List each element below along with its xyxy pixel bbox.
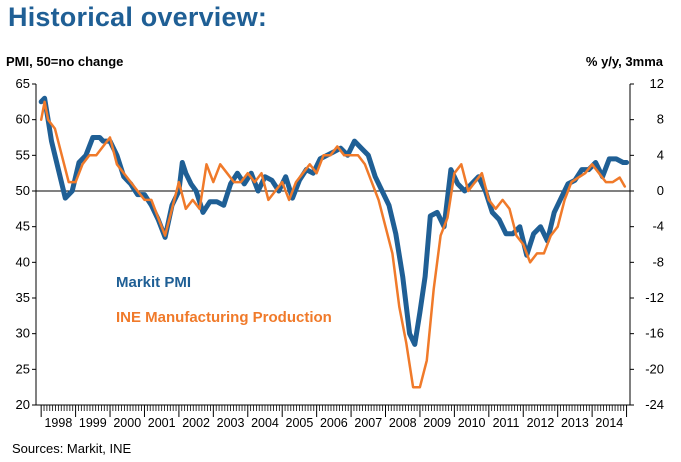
right-tick-label: -4 — [652, 219, 664, 234]
left-tick-label: 50 — [16, 183, 30, 198]
x-tick-label: 2012 — [527, 416, 555, 430]
right-tick-label: -24 — [645, 397, 664, 412]
right-tick-label: 4 — [657, 147, 664, 162]
x-tick-label: 1999 — [79, 416, 107, 430]
series-line-ine-production — [39, 100, 627, 389]
x-tick-label: 2009 — [423, 416, 451, 430]
x-tick-label: 2003 — [217, 416, 245, 430]
left-tick-label: 25 — [16, 361, 30, 376]
legend-ine-production: INE Manufacturing Production — [116, 309, 332, 326]
x-tick-label: 2004 — [251, 416, 279, 430]
right-tick-label: 12 — [650, 76, 664, 91]
left-tick-label: 60 — [16, 112, 30, 127]
x-tick-label: 2001 — [148, 416, 176, 430]
left-tick-label: 40 — [16, 254, 30, 269]
right-axis-label: % y/y, 3mma — [585, 54, 663, 69]
left-tick-label: 45 — [16, 219, 30, 234]
chart-title: Historical overview: — [8, 2, 268, 32]
x-tick-label: 2005 — [286, 416, 314, 430]
x-tick-label: 1998 — [44, 416, 72, 430]
series-line-markit-pmi — [38, 95, 630, 347]
x-tick-label: 2014 — [595, 416, 623, 430]
x-tick-label: 2008 — [389, 416, 417, 430]
x-tick-label: 2013 — [561, 416, 589, 430]
left-tick-label: 35 — [16, 290, 30, 305]
left-axis-label: PMI, 50=no change — [6, 54, 124, 69]
x-tick-label: 2010 — [458, 416, 486, 430]
x-tick-label: 2011 — [493, 416, 520, 430]
right-tick-label: 8 — [657, 112, 664, 127]
chart-series — [38, 95, 630, 389]
left-tick-label: 20 — [16, 397, 30, 412]
right-tick-label: -8 — [652, 254, 664, 269]
right-tick-label: -16 — [645, 326, 664, 341]
chart-legend: Markit PMI INE Manufacturing Production — [116, 274, 332, 326]
left-tick-label: 65 — [16, 76, 30, 91]
x-tick-label: 2002 — [182, 416, 210, 430]
right-tick-label: 0 — [657, 183, 664, 198]
left-tick-label: 30 — [16, 326, 30, 341]
right-tick-label: -12 — [645, 290, 664, 305]
legend-markit-pmi: Markit PMI — [116, 274, 191, 291]
source-note: Sources: Markit, INE — [12, 441, 132, 456]
left-tick-label: 55 — [16, 147, 30, 162]
x-tick-label: 2006 — [320, 416, 348, 430]
x-tick-label: 2007 — [354, 416, 382, 430]
x-tick-label: 2000 — [113, 416, 141, 430]
chart-grid: 6560555045403530252012840-4-8-12-16-20-2… — [16, 76, 664, 430]
right-tick-label: -20 — [645, 361, 664, 376]
